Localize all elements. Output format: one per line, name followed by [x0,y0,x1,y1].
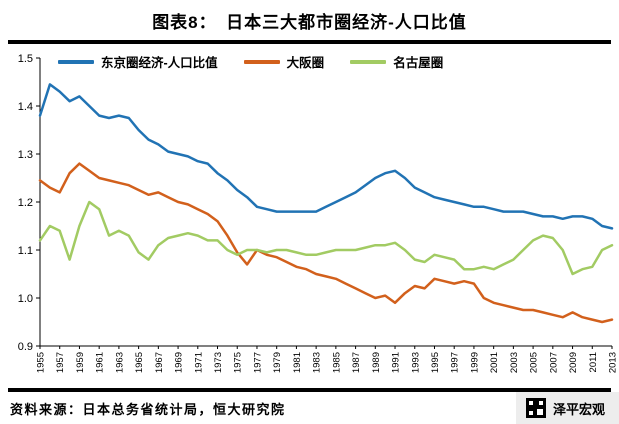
watermark: 泽平宏观 [515,392,619,424]
x-axis-label: 1979 [272,352,283,373]
y-axis-label: 0.9 [18,341,33,353]
legend-line-swatch [350,59,387,64]
x-axis-label: 1985 [331,352,342,373]
x-axis-label: 1975 [233,352,244,373]
legend-item-tokyo: 东京圈经济-人口比值 [58,52,218,71]
y-axis-label: 1.1 [18,245,33,257]
x-axis-label: 2013 [608,352,619,373]
x-axis-label: 2003 [509,352,520,373]
x-axis-label: 1963 [114,352,125,373]
qr-code-icon [525,398,546,418]
x-axis-label: 1993 [410,352,421,373]
x-axis-label: 1957 [55,352,66,373]
page-title: 图表8： 日本三大都市圈经济-人口比值 [152,12,467,32]
legend: 东京圈经济-人口比值 大阪圈 名古屋圈 [58,52,443,71]
top-divider [8,40,611,44]
legend-item-nagoya: 名古屋圈 [350,52,443,71]
legend-label: 名古屋圈 [393,56,444,70]
x-axis-label: 2007 [548,352,559,373]
y-axis-label: 1.2 [18,197,33,209]
x-axis-label: 1969 [174,352,185,373]
legend-line-swatch [58,59,94,64]
x-axis-label: 2011 [588,352,599,372]
x-axis-label: 1991 [391,352,402,373]
footer: 资料来源：日本总务省统计局，恒大研究院 泽平宏观 [0,392,619,424]
x-axis-label: 1989 [371,352,382,373]
legend-line-swatch [243,59,280,64]
x-axis-label: 1955 [36,352,47,373]
series-line-tokyo [38,83,614,230]
x-axis-label: 1961 [95,352,106,373]
x-axis-label: 1973 [213,352,224,373]
x-axis-label: 1983 [312,352,323,373]
x-axis-label: 1995 [430,352,441,373]
x-axis-label: 1967 [154,352,165,373]
x-axis-label: 1997 [450,352,461,373]
x-axis-label: 1977 [252,352,263,373]
x-axis-label: 1987 [351,352,362,373]
series-line-nagoya [38,200,614,276]
line-chart: 0.9 1.0 1.1 1.2 1.3 1.4 1.5 1955 1957 1959 1961 196… [18,53,619,373]
series-line-osaka [38,162,614,324]
legend-label: 大阪圈 [286,56,325,70]
y-axis-label: 1.4 [18,101,33,113]
source-text: 资料来源：日本总务省统计局，恒大研究院 [10,401,286,417]
legend-item-osaka: 大阪圈 [243,52,325,71]
x-axis-label: 1959 [75,352,86,373]
bottom-divider [8,388,611,392]
watermark-text: 泽平宏观 [552,401,605,417]
x-axis-label: 1981 [292,352,303,373]
x-axis-label: 1965 [134,352,145,373]
y-axis-label: 1.3 [18,149,33,161]
chart-area: 0.9 1.0 1.1 1.2 1.3 1.4 1.5 1955 1957 1959 1961 196… [0,44,619,388]
x-axis-label: 2001 [489,352,500,373]
y-axis-label: 1.5 [18,53,33,65]
x-axis-label: 2005 [529,352,540,373]
x-axis-label: 2009 [568,352,579,373]
y-axis-label: 1.0 [18,293,33,305]
x-axis-label: 1971 [193,352,204,373]
x-axis-label: 1999 [469,352,480,373]
legend-label: 东京圈经济-人口比值 [101,56,218,70]
